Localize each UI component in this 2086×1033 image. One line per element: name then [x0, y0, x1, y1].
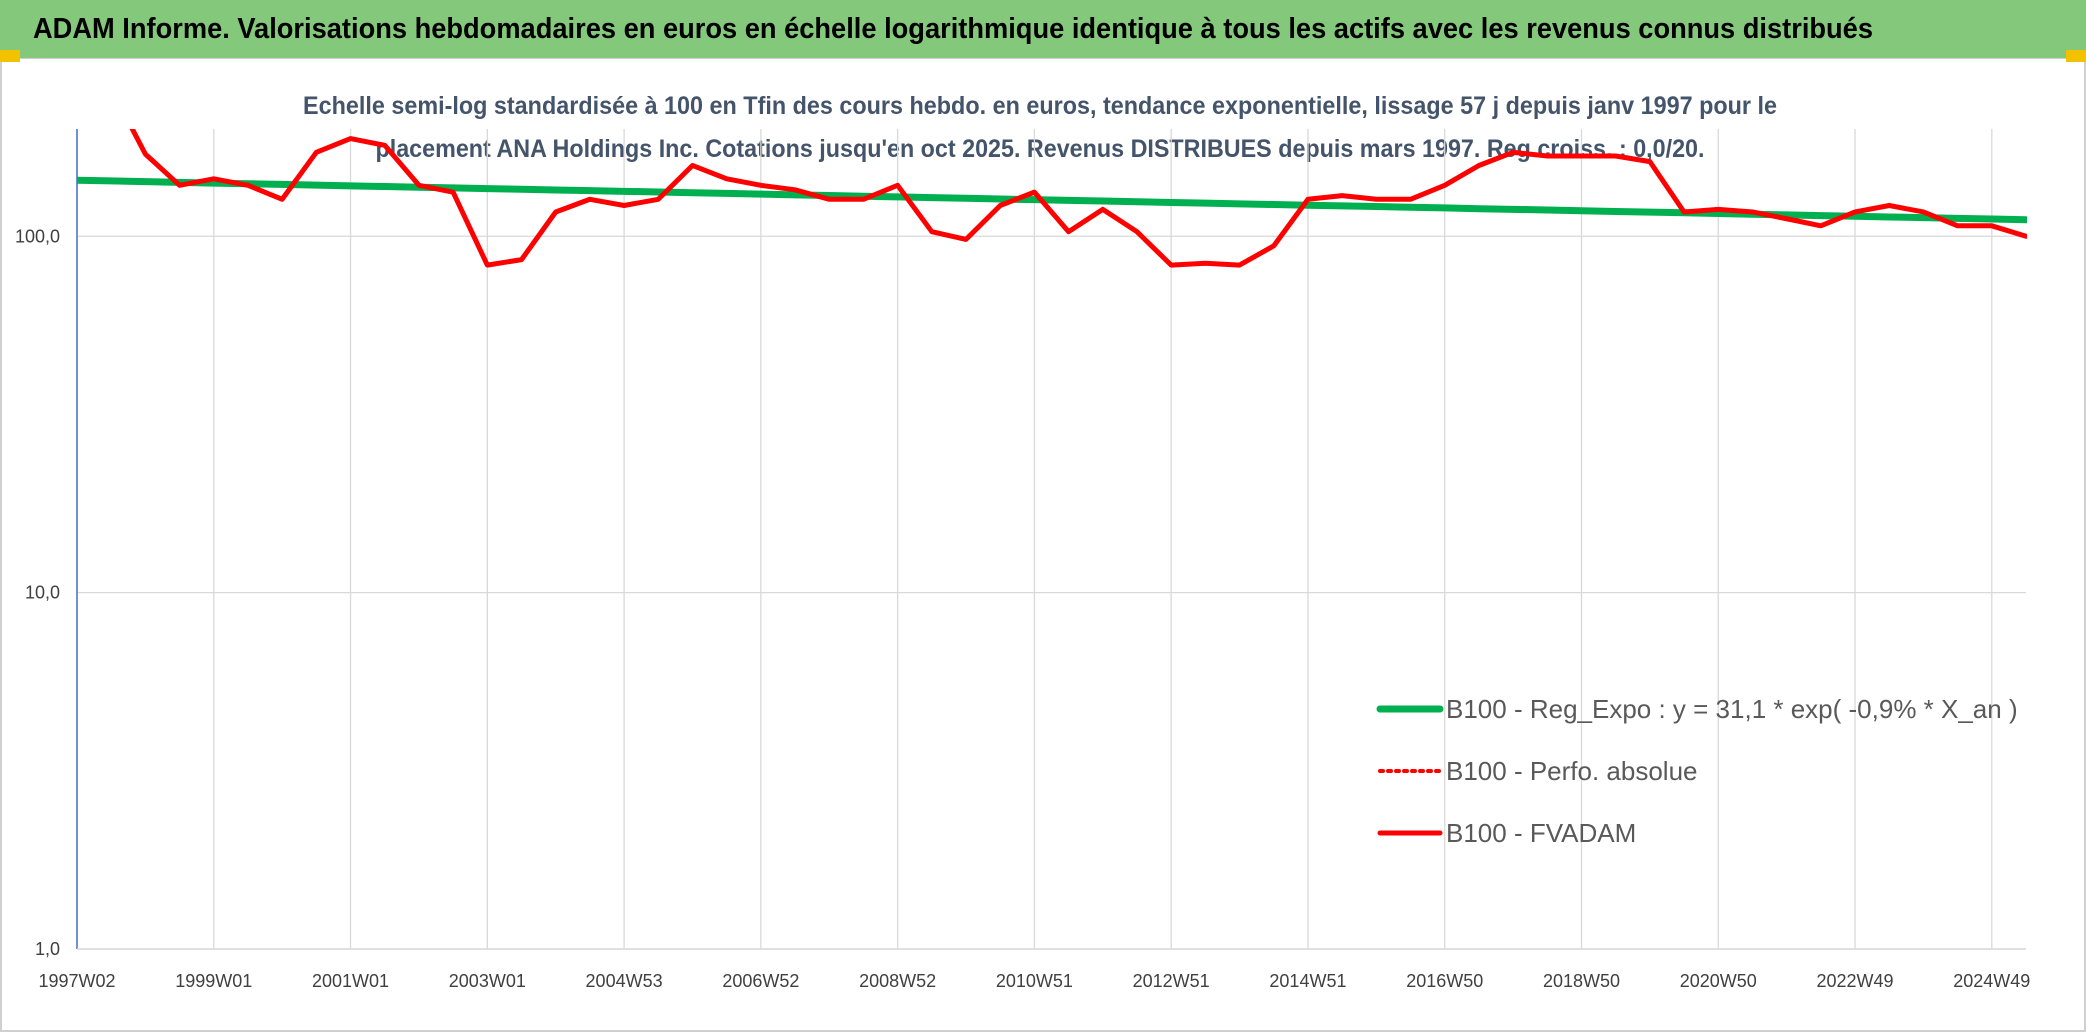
chart-title: ADAM Informe. Valorisations hebdomadaire…	[33, 13, 1873, 45]
x-tick-label: 2004W53	[586, 971, 663, 991]
corner-right	[2066, 50, 2086, 62]
y-tick-label: 1,0	[35, 939, 60, 959]
x-tick-label: 2006W52	[722, 971, 799, 991]
x-tick-label: 1999W01	[175, 971, 252, 991]
x-tick-label: 2010W51	[996, 971, 1073, 991]
x-tick-label: 2001W01	[312, 971, 389, 991]
chart-subtitle: placement ANA Holdings Inc. Cotations ju…	[376, 135, 1705, 163]
y-tick-label: 100,0	[15, 226, 60, 246]
legend-label: B100 - FVADAM	[1446, 818, 1636, 848]
chart-subtitle: Echelle semi-log standardisée à 100 en T…	[303, 92, 1777, 120]
corner-left	[0, 50, 20, 62]
series-line	[129, 129, 2027, 268]
plot-area	[77, 129, 2027, 268]
legend: B100 - Reg_Expo : y = 31,1 * exp( -0,9% …	[1376, 694, 2018, 848]
x-tick-label: 2008W52	[859, 971, 936, 991]
legend-label: B100 - Perfo. absolue	[1446, 756, 1698, 786]
x-tick-label: 2012W51	[1133, 971, 1210, 991]
axes: 1,0 10,0 100,0 1997W02 1999W01 2001W01 2003W01…	[15, 129, 2030, 991]
x-tick-label: 2022W49	[1817, 971, 1894, 991]
legend-label: B100 - Reg_Expo : y = 31,1 * exp( -0,9% …	[1446, 694, 2018, 724]
x-tick-label: 1997W02	[38, 971, 115, 991]
x-tick-label: 2003W01	[449, 971, 526, 991]
x-tick-label: 2014W51	[1269, 971, 1346, 991]
title-banner	[0, 0, 2086, 58]
x-tick-label: 2018W50	[1543, 971, 1620, 991]
x-tick-label: 2016W50	[1406, 971, 1483, 991]
x-tick-label: 2020W50	[1680, 971, 1757, 991]
y-tick-label: 10,0	[25, 583, 60, 603]
x-tick-label: 2024W49	[1953, 971, 2030, 991]
